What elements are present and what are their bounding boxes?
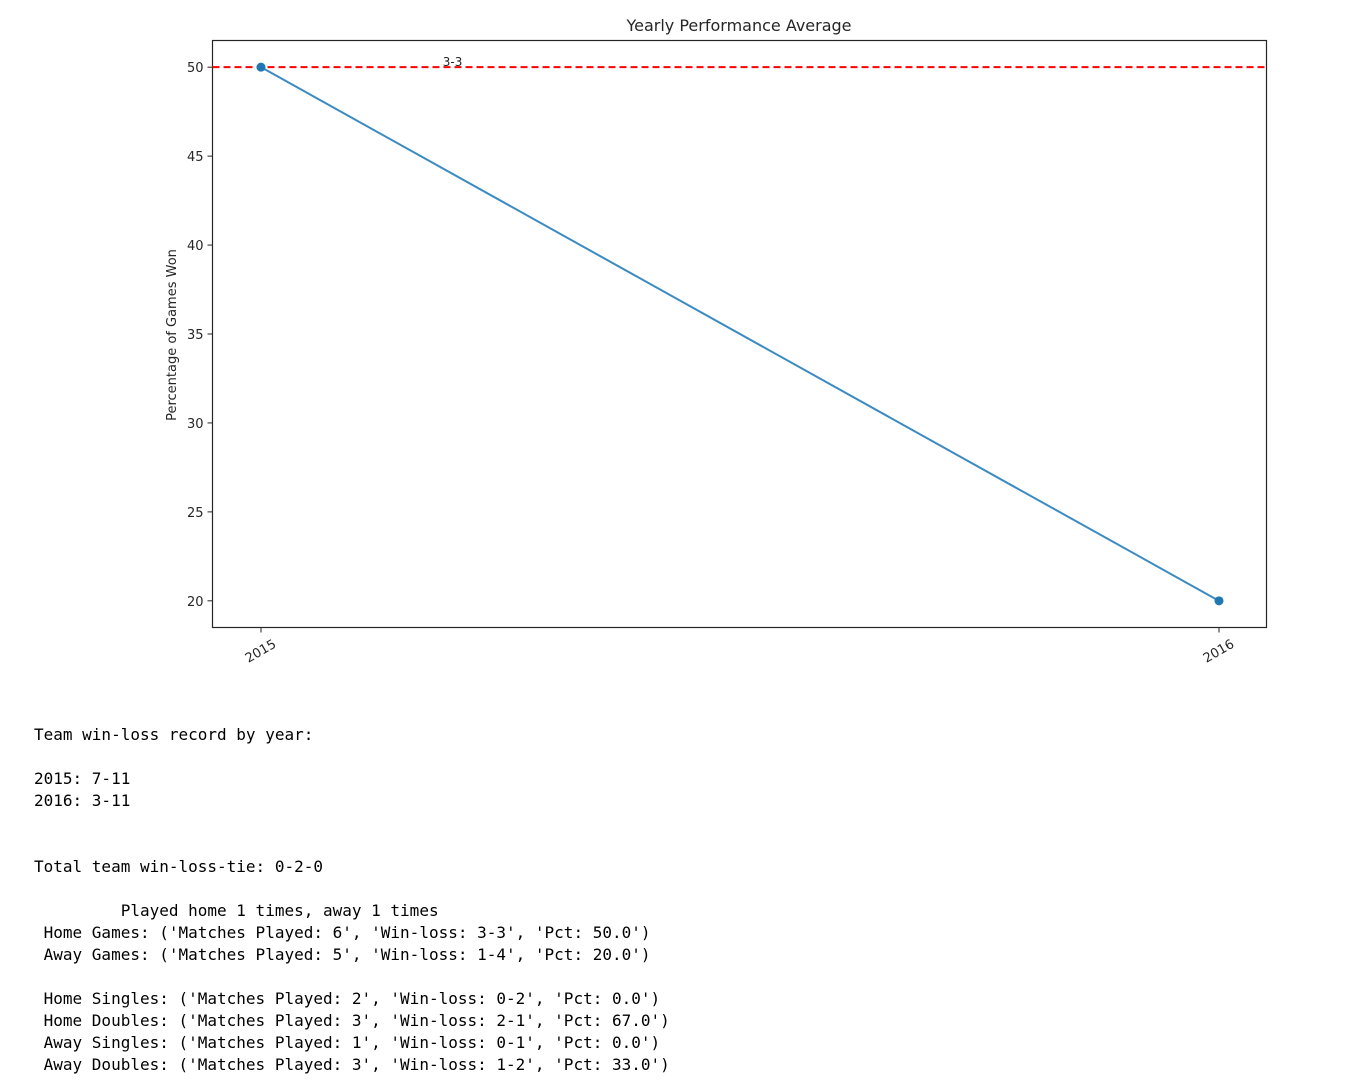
output-line: Home Singles: ('Matches Played: 2', 'Win… [34, 989, 661, 1008]
output-line: Home Doubles: ('Matches Played: 3', 'Win… [34, 1011, 670, 1030]
output-line [34, 812, 670, 834]
output-line [34, 834, 670, 856]
output-line: Team win-loss record by year: [34, 725, 314, 744]
line-chart: Yearly Performance Average Percentage of… [165, 16, 1268, 667]
y-tick-label: 30 [187, 417, 204, 432]
series-line [260, 66, 1220, 602]
annotation-group: 3-3 [443, 55, 463, 69]
data-point [1214, 596, 1224, 606]
y-tick-label: 35 [187, 328, 204, 343]
annotation-text: 3-3 [443, 55, 463, 69]
series-group [256, 62, 1224, 606]
output-line: Home Games: ('Matches Played: 6', 'Win-l… [34, 923, 651, 942]
output-line: Total team win-loss-tie: 0-2-0 [34, 857, 323, 876]
output-line: 2015: 7-11 [34, 769, 131, 788]
output-line: 2016: 3-11 [34, 791, 131, 810]
y-axis-ticks: 20 25 30 35 40 45 50 [187, 61, 213, 610]
output-line [34, 746, 670, 768]
y-tick-label: 45 [187, 150, 204, 165]
chart-figure: Yearly Performance Average Percentage of… [165, 16, 1268, 667]
x-tick-label: 2015 [243, 637, 279, 667]
output-line: Away Games: ('Matches Played: 5', 'Win-l… [34, 945, 651, 964]
output-line [34, 966, 670, 988]
output-line: Played home 1 times, away 1 times [34, 901, 439, 920]
cell-output: Team win-loss record by year: 2015: 7-11 2… [34, 724, 670, 1076]
chart-title: Yearly Performance Average [625, 16, 851, 35]
x-tick-label: 2016 [1201, 637, 1237, 667]
output-line [34, 878, 670, 900]
y-tick-label: 40 [187, 239, 204, 254]
output-line: Away Singles: ('Matches Played: 1', 'Win… [34, 1033, 661, 1052]
data-point [256, 62, 266, 72]
y-tick-label: 50 [187, 61, 204, 76]
y-tick-label: 20 [187, 595, 204, 610]
x-axis-ticks: 2015 2016 [243, 627, 1237, 667]
output-line: Away Doubles: ('Matches Played: 3', 'Win… [34, 1055, 670, 1074]
y-axis-label: Percentage of Games Won [165, 249, 180, 421]
y-tick-label: 25 [187, 506, 204, 521]
